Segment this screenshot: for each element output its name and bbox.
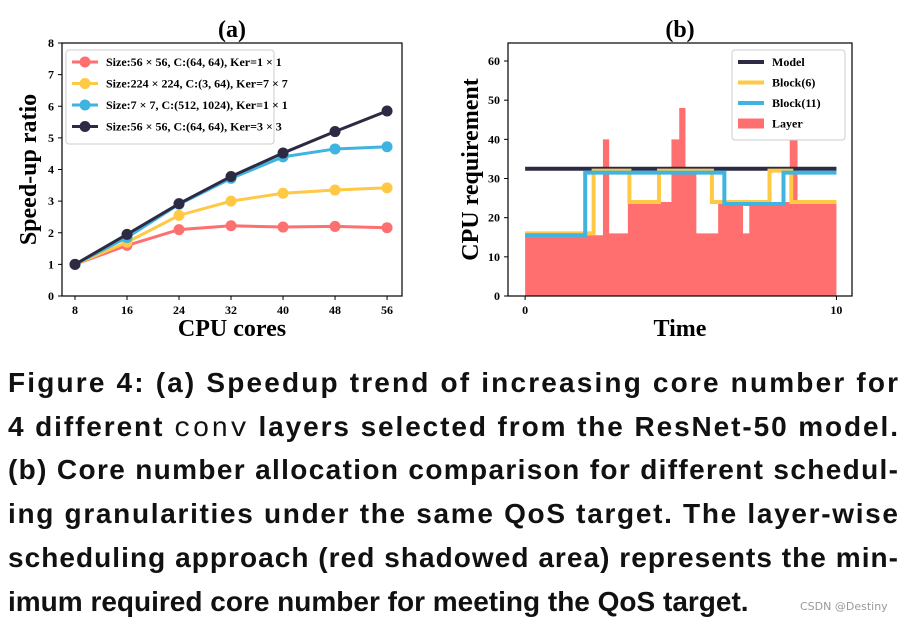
- caption-text: Figure 4: (a) Speedup trend of increasin…: [8, 367, 898, 398]
- x-tick-label: 8: [72, 303, 78, 317]
- caption-line: ing granularities under the same QoS tar…: [8, 498, 898, 529]
- y-tick-label: 0: [48, 289, 54, 303]
- point: [225, 195, 237, 207]
- point: [381, 141, 393, 153]
- legend-marker: [79, 121, 91, 132]
- y-tick-label: 20: [488, 211, 500, 225]
- caption-line: (b) Core number allocation comparison fo…: [8, 454, 898, 485]
- y-tick-label: 4: [48, 163, 54, 177]
- point: [173, 198, 185, 210]
- legend-label: Model: [772, 55, 805, 69]
- y-axis-label: Speed-up ratio: [16, 94, 42, 245]
- x-tick-label: 56: [381, 303, 393, 317]
- x-tick-label: 40: [277, 303, 289, 317]
- point: [329, 126, 341, 138]
- legend-marker: [79, 78, 91, 89]
- caption-text: layers selected from the ResNet-50 model…: [249, 411, 898, 442]
- legend-marker: [79, 99, 91, 111]
- y-tick-label: 3: [48, 194, 54, 208]
- plot-frame: [507, 42, 853, 297]
- caption-text: ing granularities under the same QoS tar…: [8, 498, 898, 529]
- x-tick-label: 32: [225, 303, 237, 317]
- x-tick-label: 0: [522, 303, 528, 317]
- point: [173, 224, 185, 236]
- x-tick-label: 10: [830, 303, 842, 317]
- y-tick-label: 8: [48, 36, 54, 50]
- legend-label: Size:56 × 56, C:(64, 64), Ker=1 × 1: [106, 55, 282, 69]
- legend-swatch: [738, 118, 764, 129]
- point: [329, 220, 341, 232]
- y-axis-label: CPU requirement: [458, 78, 484, 260]
- caption-line: imum required core number for meeting th…: [8, 586, 749, 617]
- chart-title: (a): [218, 17, 246, 43]
- y-tick-label: 60: [488, 54, 500, 68]
- legend-label: Layer: [772, 117, 803, 131]
- point: [277, 187, 289, 199]
- y-tick-label: 40: [488, 132, 500, 146]
- point: [69, 258, 81, 270]
- caption-line: 4 different conv layers selected from th…: [8, 411, 898, 445]
- point: [225, 170, 237, 182]
- y-tick-label: 6: [48, 99, 54, 113]
- legend-box: [731, 49, 846, 141]
- point: [121, 228, 133, 240]
- legend-label: Block(6): [772, 76, 815, 90]
- x-axis-label: Time: [654, 316, 707, 342]
- point: [329, 184, 341, 196]
- legend-label: Size:56 × 56, C:(64, 64), Ker=3 × 3: [106, 120, 282, 134]
- caption-text: 4 different: [8, 411, 172, 442]
- y-tick-label: 10: [488, 250, 500, 264]
- y-tick-label: 30: [488, 172, 500, 186]
- point: [277, 147, 289, 159]
- point: [225, 220, 237, 232]
- legend-label: Size:7 × 7, C:(512, 1024), Ker=1 × 1: [106, 98, 288, 112]
- point: [277, 221, 289, 233]
- y-tick-label: 0: [494, 289, 500, 303]
- x-axis-label: CPU cores: [178, 316, 286, 342]
- point: [381, 182, 393, 194]
- caption-text: scheduling approach (red shadowed area) …: [8, 542, 898, 573]
- chart: (b) Time CPU requirement 0 10 0 10 20 30 40 50 60 Mo…: [458, 17, 853, 342]
- y-tick-label: 2: [48, 226, 54, 240]
- point: [173, 209, 185, 221]
- legend-box: [65, 49, 275, 145]
- x-tick-label: 24: [173, 303, 185, 317]
- point: [381, 222, 393, 234]
- y-tick-label: 7: [48, 68, 54, 82]
- step-line: [525, 170, 837, 238]
- chart-title: (b): [665, 17, 694, 43]
- caption-text: (b) Core number allocation comparison fo…: [8, 454, 898, 485]
- caption-text: imum required core number for meeting th…: [8, 586, 749, 617]
- legend-marker: [79, 56, 91, 68]
- y-tick-label: 5: [48, 131, 54, 145]
- y-tick-label: 50: [488, 93, 500, 107]
- caption-line: scheduling approach (red shadowed area) …: [8, 542, 898, 573]
- legend-label: Block(11): [772, 96, 821, 110]
- x-tick-label: 48: [329, 303, 341, 317]
- area: [525, 108, 837, 296]
- watermark: CSDN @Destiny: [800, 600, 888, 613]
- point: [329, 143, 341, 155]
- point: [381, 105, 393, 117]
- caption-line: Figure 4: (a) Speedup trend of increasin…: [8, 367, 898, 398]
- y-tick-label: 1: [48, 257, 54, 271]
- x-tick-label: 16: [121, 303, 133, 317]
- caption-text: conv: [174, 414, 247, 445]
- plot-frame: [61, 42, 403, 297]
- legend-label: Size:224 × 224, C:(3, 64), Ker=7 × 7: [106, 77, 288, 91]
